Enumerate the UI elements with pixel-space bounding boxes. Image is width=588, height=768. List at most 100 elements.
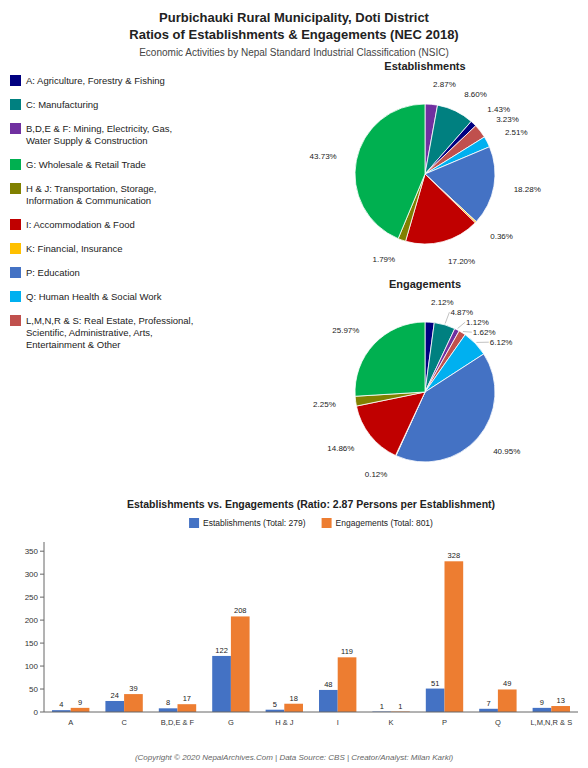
bar [551,706,570,712]
pie-label: 1.79% [372,255,395,264]
pie-label: 2.25% [313,400,336,409]
legend-swatch [10,315,21,326]
y-tick [40,597,44,598]
text-line: Water Supply & Construction [26,135,148,146]
pie-label: 14.86% [327,444,354,453]
x-axis [44,712,578,713]
bar [231,616,250,712]
y-tick [40,551,44,552]
bar-value-label: 328 [448,551,461,560]
x-tick-label: H & J [275,718,294,727]
legend-label: H & J: Transportation, Storage,Informati… [26,183,156,206]
legend-label: L,M,N,R & S: Real Estate, Professional,S… [26,315,193,350]
text-line: L,M,N,R & S: Real Estate, Professional, [26,315,193,326]
bar-chart: Establishments vs. Engagements (Ratio: 2… [25,498,578,727]
legend-swatch [10,267,21,278]
legend-label: I: Accommodation & Food [26,219,135,230]
pie-label: 0.36% [490,232,513,241]
bar-value-label: 9 [540,698,544,707]
text-line: Ratios of Establishments & Engagements (… [129,27,458,42]
bar-value-label: 18 [289,694,297,703]
figure: Purbichauki Rural Municipality, Doti Dis… [0,0,588,768]
pie-label: 3.23% [496,115,519,124]
y-tick-label: 150 [25,639,39,648]
legend-swatch [10,243,21,254]
pie-label: 6.12% [490,338,513,347]
text-line: P: Education [26,267,80,278]
y-tick-label: 300 [25,570,39,579]
x-tick-label: K [389,718,394,727]
pie-label: 18.28% [514,185,541,194]
pie-label: 2.51% [505,128,528,137]
pie: Engagements2.12%4.87%1.12%1.62%6.12%40.9… [313,278,520,479]
legend: A: Agriculture, Forestry & Fishing C: Man… [10,75,193,350]
pie-label: 25.97% [332,326,359,335]
bar-value-label: 9 [78,698,82,707]
x-tick-label: A [68,718,73,727]
text-line: H & J: Transportation, Storage, [26,183,156,194]
bar-value-label: 49 [503,679,511,688]
bar-value-label: 13 [556,696,564,705]
figure-title: Purbichauki Rural Municipality, Doti Dis… [129,10,458,42]
pie-label: 2.87% [433,80,456,89]
leader-line [458,322,465,328]
y-tick-label: 50 [29,685,38,694]
text-line: Q: Human Health & Social Work [26,291,162,302]
pie-label: 0.12% [365,470,388,479]
bar [159,708,178,712]
pie-title: Establishments [384,60,465,72]
legend-swatch [10,123,21,134]
text-line: G: Wholesale & Retail Trade [26,159,146,170]
legend-label: P: Education [26,267,80,278]
bar-value-label: 122 [215,646,228,655]
pie-label: 8.60% [464,90,487,99]
legend-label: Engagements (Total: 801) [336,518,434,528]
leader-line [463,331,472,333]
legend-swatch [10,159,21,170]
text-line: I: Accommodation & Food [26,219,135,230]
legend-label: B,D,E & F: Mining, Electricity, Gas,Wate… [26,123,172,146]
y-tick [40,643,44,644]
bar [498,689,517,712]
leader-line [476,342,488,343]
bar [178,704,197,712]
x-tick-label: P [442,718,447,727]
legend-swatch [10,75,21,86]
bar [338,657,357,712]
footer-note: (Copyright © 2020 NepalArchives.Com | Da… [135,753,454,762]
y-tick-label: 200 [25,616,39,625]
bar-value-label: 39 [129,684,137,693]
y-tick-label: 250 [25,593,39,602]
bar [533,708,552,712]
y-tick [40,666,44,667]
legend-swatch [10,291,21,302]
bars [52,561,570,712]
bar-value-label: 4 [59,700,63,709]
bar-legend: Establishments (Total: 279)Engagements (… [189,518,433,528]
bar-value-labels: 424812254815179939172081811913284913 [59,551,565,710]
text-line: C: Manufacturing [26,99,98,110]
text-line: Scientific, Administrative, Arts, [26,327,153,338]
x-tick-label: C [121,718,127,727]
pie-label: 43.73% [310,152,337,161]
text-line: A: Agriculture, Forestry & Fishing [26,75,165,86]
text-line: B,D,E & F: Mining, Electricity, Gas, [26,123,172,134]
x-tick-label: I [337,718,339,727]
bar [105,701,124,712]
text-line: Purbichauki Rural Municipality, Doti Dis… [159,10,430,25]
bar-value-label: 48 [324,680,332,689]
bar [124,694,143,712]
x-tick-label: B,D,E & F [161,718,195,727]
legend-swatch [10,183,21,194]
pie: Establishments2.87%8.60%1.43%3.23%2.51%1… [310,60,541,266]
legend-swatch [10,99,21,110]
pie-label: 2.12% [431,298,454,307]
background [0,0,588,768]
bar [284,704,303,712]
x-tick-label: Q [495,718,501,727]
bar-value-label: 5 [273,700,277,709]
bar-value-label: 1 [380,702,384,711]
text-line: Entertainment & Other [26,339,121,350]
text-line: K: Financial, Insurance [26,243,123,254]
y-axis [44,542,45,712]
